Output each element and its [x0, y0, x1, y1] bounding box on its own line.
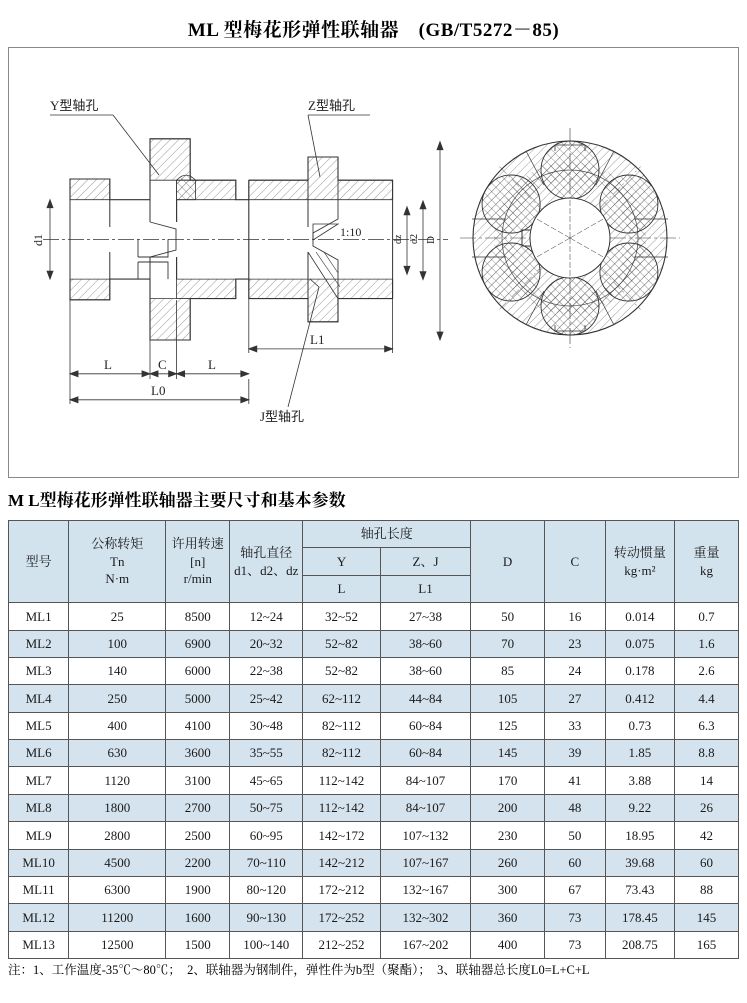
svg-text:C: C: [158, 357, 167, 372]
svg-text:d1: d1: [31, 234, 45, 246]
svg-text:Z型轴孔: Z型轴孔: [308, 98, 355, 113]
svg-text:J型轴孔: J型轴孔: [260, 409, 304, 424]
svg-text:D: D: [425, 236, 437, 244]
svg-text:Y型轴孔: Y型轴孔: [50, 98, 98, 113]
svg-text:L1: L1: [310, 332, 324, 347]
svg-text:L: L: [208, 357, 216, 372]
svg-text:L: L: [104, 357, 112, 372]
svg-text:L0: L0: [151, 383, 165, 398]
svg-text:d2: d2: [409, 234, 420, 244]
svg-text:1:10: 1:10: [340, 225, 361, 239]
svg-text:dz: dz: [393, 234, 404, 244]
